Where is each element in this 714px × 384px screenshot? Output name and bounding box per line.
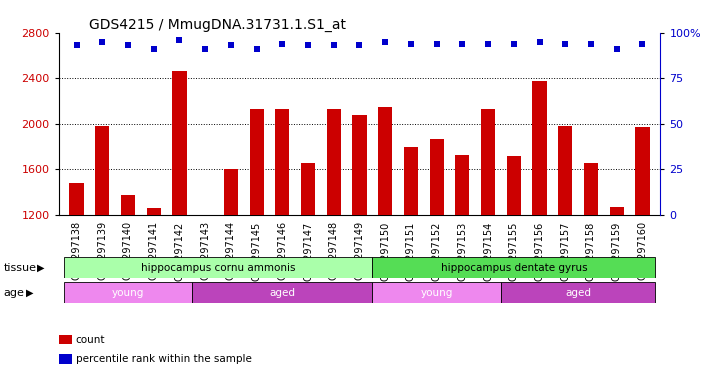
Bar bbox=[610, 207, 624, 215]
Bar bbox=[373, 257, 655, 278]
Point bbox=[508, 40, 520, 46]
Bar bbox=[64, 282, 192, 303]
Bar bbox=[146, 208, 161, 215]
Text: percentile rank within the sample: percentile rank within the sample bbox=[76, 354, 251, 364]
Bar bbox=[301, 162, 315, 215]
Text: count: count bbox=[76, 335, 105, 345]
Point bbox=[354, 42, 366, 48]
Text: young: young bbox=[421, 288, 453, 298]
Bar bbox=[404, 147, 418, 215]
Text: ▶: ▶ bbox=[37, 263, 45, 273]
Point bbox=[406, 40, 417, 46]
Point bbox=[302, 42, 313, 48]
Bar bbox=[430, 139, 443, 215]
Text: ▶: ▶ bbox=[26, 288, 34, 298]
Bar bbox=[378, 107, 392, 215]
Bar bbox=[481, 109, 496, 215]
Bar bbox=[249, 109, 263, 215]
Point bbox=[174, 37, 185, 43]
Text: tissue: tissue bbox=[4, 263, 36, 273]
Text: aged: aged bbox=[565, 288, 591, 298]
Point bbox=[96, 39, 108, 45]
Point bbox=[483, 40, 494, 46]
Point bbox=[534, 39, 545, 45]
Text: GDS4215 / MmugDNA.31731.1.S1_at: GDS4215 / MmugDNA.31731.1.S1_at bbox=[89, 18, 346, 31]
Point bbox=[585, 40, 597, 46]
Text: hippocampus dentate gyrus: hippocampus dentate gyrus bbox=[441, 263, 587, 273]
Point bbox=[148, 46, 159, 52]
Bar bbox=[635, 127, 650, 215]
Bar bbox=[172, 71, 186, 215]
Text: age: age bbox=[4, 288, 24, 298]
Point bbox=[225, 42, 236, 48]
Bar bbox=[353, 115, 366, 215]
Point bbox=[71, 42, 82, 48]
Bar bbox=[64, 257, 373, 278]
Point bbox=[560, 40, 571, 46]
Text: hippocampus cornu ammonis: hippocampus cornu ammonis bbox=[141, 263, 296, 273]
Point bbox=[122, 42, 134, 48]
Point bbox=[380, 39, 391, 45]
Bar bbox=[373, 282, 501, 303]
Bar bbox=[558, 126, 573, 215]
Bar bbox=[69, 183, 84, 215]
Point bbox=[251, 46, 262, 52]
Text: aged: aged bbox=[269, 288, 296, 298]
Bar bbox=[121, 195, 135, 215]
Point bbox=[457, 40, 468, 46]
Bar bbox=[223, 169, 238, 215]
Point bbox=[199, 46, 211, 52]
Point bbox=[637, 40, 648, 46]
Point bbox=[276, 40, 288, 46]
Bar bbox=[276, 109, 289, 215]
Bar bbox=[533, 81, 547, 215]
Bar bbox=[192, 282, 373, 303]
Point bbox=[328, 42, 339, 48]
Bar bbox=[456, 155, 470, 215]
Point bbox=[611, 46, 623, 52]
Bar bbox=[507, 156, 521, 215]
Bar bbox=[584, 162, 598, 215]
Bar bbox=[95, 126, 109, 215]
Bar bbox=[501, 282, 655, 303]
Point bbox=[431, 40, 443, 46]
Bar bbox=[327, 109, 341, 215]
Text: young: young bbox=[112, 288, 144, 298]
Bar bbox=[198, 215, 212, 216]
